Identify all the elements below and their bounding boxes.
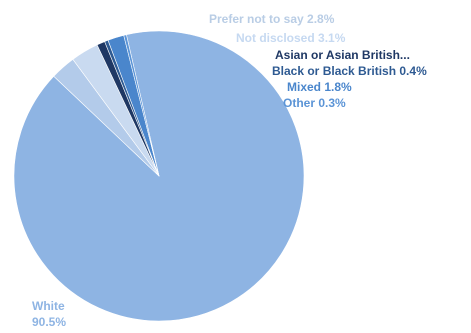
data-label-prefer-not-to-say: Prefer not to say 2.8% [209, 12, 335, 26]
pie-slice-other [123, 34, 160, 177]
pie-slices [13, 30, 305, 322]
pie-labels: White 90.5% Prefer not to say 2.8% Not disc… [32, 12, 427, 329]
data-label-mixed: Mixed 1.8% [287, 80, 352, 94]
data-label-not-disclosed: Not disclosed 3.1% [236, 31, 346, 45]
data-label-white-name: White [32, 299, 65, 313]
data-label-other: Other 0.3% [283, 96, 346, 110]
data-label-white-value: 90.5% [32, 315, 66, 329]
data-label-asian-or-asian-british: Asian or Asian British... [275, 48, 410, 62]
data-label-black-or-black-british: Black or Black British 0.4% [272, 64, 427, 78]
